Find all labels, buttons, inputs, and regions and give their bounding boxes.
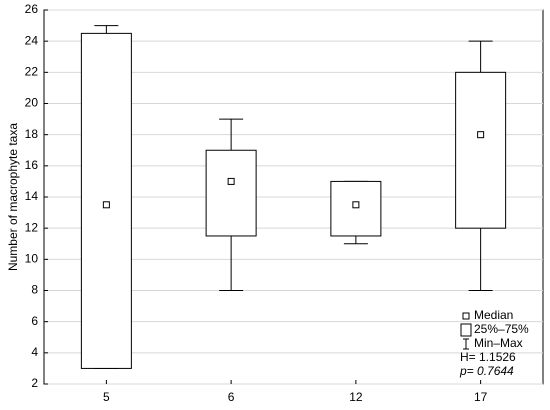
box [80, 32, 132, 369]
y-tick-label: 6 [31, 314, 38, 328]
legend-box-icon [460, 323, 472, 337]
annotation: H= 1.1526 [460, 350, 516, 364]
y-tick-label: 16 [25, 158, 39, 172]
annotation: p= 0.7644 [459, 364, 514, 378]
legend-label: Min–Max [474, 336, 523, 350]
median [102, 201, 110, 209]
median [477, 131, 485, 139]
y-tick-label: 18 [25, 127, 39, 141]
y-tick-label: 22 [25, 65, 39, 79]
y-tick-label: 4 [31, 345, 38, 359]
x-tick-label: 12 [349, 390, 363, 404]
x-tick-label: 17 [474, 390, 488, 404]
legend-label: Median [474, 308, 513, 322]
legend-label: 25%–75% [474, 322, 529, 336]
x-tick-label: 6 [228, 390, 235, 404]
y-tick-label: 8 [31, 283, 38, 297]
box [330, 180, 382, 237]
y-tick-label: 10 [25, 252, 39, 266]
x-tick-label: 5 [103, 390, 110, 404]
y-tick-label: 14 [25, 189, 39, 203]
y-tick-label: 12 [25, 220, 39, 234]
y-tick-label: 20 [25, 96, 39, 110]
y-tick-label: 24 [25, 33, 39, 47]
y-axis-label: Number of macrophyte taxa [6, 123, 20, 271]
legend-median-icon [462, 312, 470, 320]
median [227, 177, 235, 185]
y-tick-label: 2 [31, 376, 38, 390]
y-tick-label: 26 [25, 2, 39, 16]
median [352, 201, 360, 209]
box [455, 71, 507, 229]
box [205, 149, 257, 237]
